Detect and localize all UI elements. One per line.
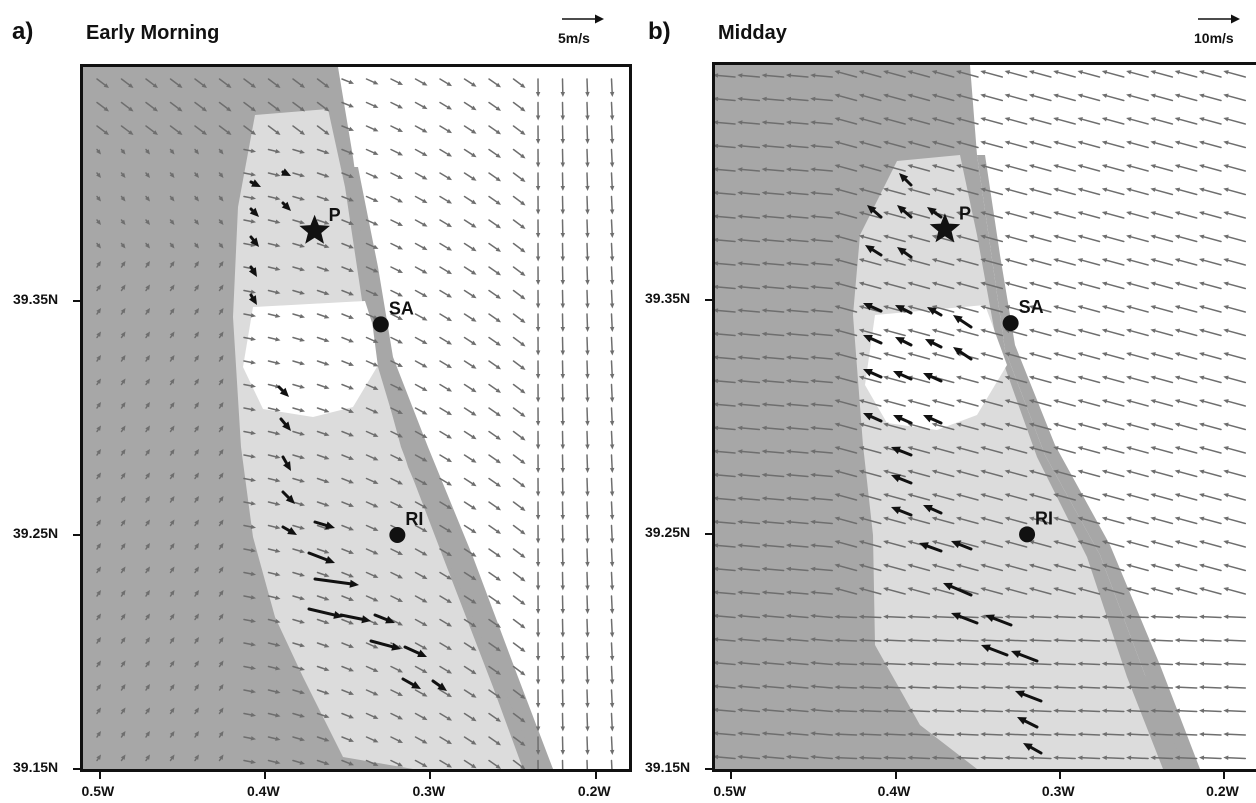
coastal-strip xyxy=(970,155,1200,769)
wind-vectors-b xyxy=(715,70,1247,760)
axis-tick-mark xyxy=(264,772,266,779)
site-star-icon xyxy=(299,214,330,244)
site-label-sa: SA xyxy=(389,298,414,318)
site-p: P xyxy=(929,203,971,243)
axis-tick-mark xyxy=(894,772,897,779)
site-star-icon xyxy=(929,213,961,243)
site-p: P xyxy=(299,205,341,244)
panel-b-scale-label: 10m/s xyxy=(1194,30,1234,46)
x-tick-label: 0.4W xyxy=(877,783,911,799)
panel-a-scale-arrow xyxy=(562,14,604,24)
site-label-p: P xyxy=(329,205,341,225)
x-tick-label: 0.5W xyxy=(713,783,747,799)
y-tick-label: 39.35N xyxy=(13,291,59,307)
x-tick-label: 0.2W xyxy=(577,783,611,799)
panel-a-letter: a) xyxy=(12,18,34,45)
axis-tick-mark xyxy=(1058,772,1061,779)
panel-a-title: Early Morning xyxy=(86,22,220,44)
site-ri: RI xyxy=(1019,508,1053,543)
map-a-svg: P SA RI xyxy=(83,67,629,769)
axis-tick-mark xyxy=(1223,772,1226,779)
coastal-strip xyxy=(345,167,553,769)
panel-b-letter: b) xyxy=(648,18,671,45)
site-sa: SA xyxy=(1002,297,1044,332)
x-tick-label: 0.3W xyxy=(412,783,446,799)
y-tick-label: 39.25N xyxy=(645,524,691,541)
map-panel-b: P SA RI xyxy=(712,62,1256,772)
panel-b-title: Midday xyxy=(718,22,787,44)
axis-tick-mark xyxy=(73,768,80,770)
lagoon-water xyxy=(865,305,1007,430)
axis-tick-mark xyxy=(730,772,733,779)
site-circle-icon xyxy=(389,527,406,543)
site-ri: RI xyxy=(389,509,423,543)
y-tick-label: 39.35N xyxy=(645,289,691,306)
axis-tick-mark xyxy=(429,772,432,779)
site-label-sa: SA xyxy=(1019,297,1044,317)
site-label-p: P xyxy=(959,203,971,223)
sea-area xyxy=(338,67,629,769)
x-tick-label: 0.3W xyxy=(1041,783,1075,799)
wetland-area xyxy=(233,109,523,769)
panel-a-scale-label: 5m/s xyxy=(558,30,590,46)
x-tick-label: 0.5W xyxy=(81,783,115,799)
x-tick-label: 0.2W xyxy=(1206,783,1239,799)
x-tick-label: 0.4W xyxy=(247,783,280,799)
site-label-ri: RI xyxy=(1035,508,1053,528)
site-label-ri: RI xyxy=(405,509,423,529)
y-tick-label: 39.25N xyxy=(13,525,59,541)
axis-tick-mark xyxy=(98,772,101,779)
y-tick-label: 39.15N xyxy=(13,759,59,775)
axis-tick-mark xyxy=(73,300,80,302)
site-sa: SA xyxy=(372,298,414,333)
y-tick-label: 39.15N xyxy=(645,759,691,775)
site-circle-icon xyxy=(1019,526,1036,543)
map-b-svg: P SA RI xyxy=(715,65,1256,769)
site-circle-icon xyxy=(372,316,389,333)
axis-tick-mark xyxy=(705,298,712,301)
wind-vectors-a xyxy=(96,78,615,769)
sea-area xyxy=(970,65,1256,769)
axis-tick-mark xyxy=(594,772,597,779)
axis-tick-mark xyxy=(705,768,712,770)
site-circle-icon xyxy=(1002,315,1019,332)
map-panel-a: P SA RI xyxy=(80,64,632,772)
panel-b-scale-arrow xyxy=(1198,14,1240,24)
axis-tick-mark xyxy=(705,533,712,536)
axis-tick-mark xyxy=(73,534,80,536)
